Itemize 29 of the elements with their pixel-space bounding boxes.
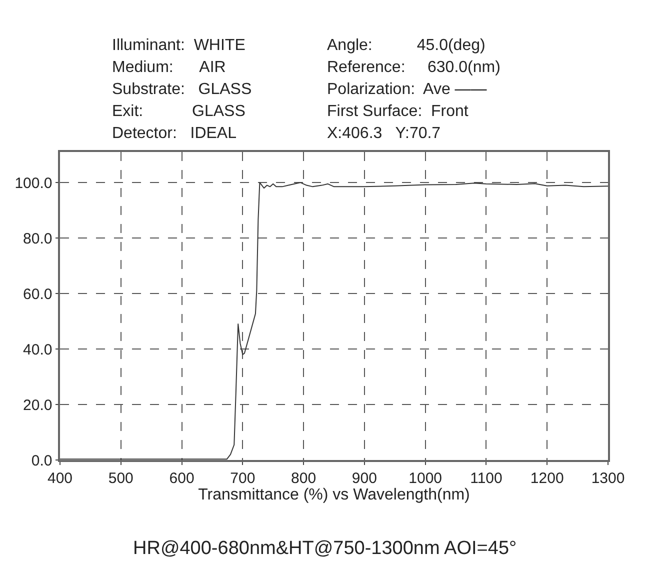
text: Polarization: Ave —— (327, 81, 487, 98)
text: Angle: 45.0(deg) (327, 37, 486, 54)
x-tick-label: 400 (47, 470, 73, 487)
text: First Surface: Front (327, 103, 469, 120)
x-tick-label: 500 (108, 470, 134, 487)
x-tick-label: 1200 (530, 470, 564, 487)
y-tick-label: 20.0 (23, 396, 52, 414)
line-series (60, 182, 608, 460)
x-tick-label: 700 (230, 470, 256, 487)
x-tick-label: 1000 (408, 470, 442, 487)
text: Reference: 630.0(nm) (327, 59, 500, 76)
x-tick-label: 800 (291, 470, 316, 487)
x-tick-label: 1300 (591, 470, 625, 487)
text: Exit: GLASS (112, 103, 246, 120)
x-axis-title: Transmittance (%) vs Wavelength(nm) (198, 486, 470, 504)
y-tick-label: 0.0 (31, 452, 52, 470)
x-tick-label: 1100 (470, 470, 502, 487)
y-tick-label: 80.0 (23, 230, 52, 248)
text: Medium: AIR (112, 59, 226, 76)
y-tick-label: 100.0 (14, 174, 52, 192)
y-tick-label: 40.0 (23, 341, 52, 358)
x-tick-label: 900 (352, 470, 377, 487)
x-tick-label: 600 (169, 470, 194, 487)
text: X:406.3 Y:70.7 (327, 125, 441, 142)
text: Detector: IDEAL (112, 125, 237, 142)
text: Substrate: GLASS (112, 81, 252, 98)
text: Illuminant: WHITE (112, 37, 246, 54)
y-tick-label: 60.0 (23, 286, 52, 303)
text: HR@400-680nm&HT@750-1300nm AOI=45° (133, 538, 517, 559)
